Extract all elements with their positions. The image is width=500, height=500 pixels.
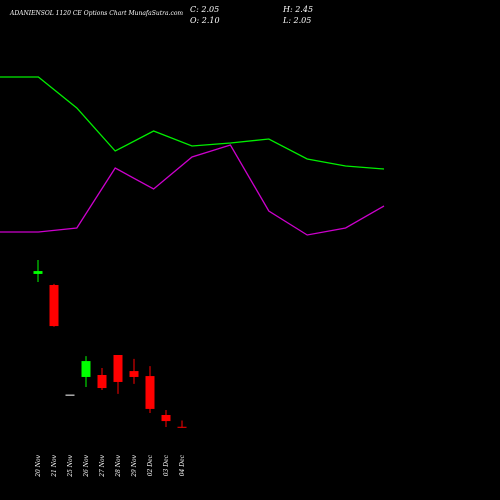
- x-tick-label: 21 Nov: [51, 454, 58, 477]
- candle-body: [49, 285, 59, 327]
- candle-body: [113, 355, 123, 382]
- x-tick-label: 28 Nov: [115, 454, 122, 477]
- x-tick-label: 04 Dec: [179, 454, 186, 476]
- x-tick-label: 02 Dec: [147, 454, 154, 476]
- candle-body: [65, 394, 75, 396]
- candle-body: [145, 376, 155, 409]
- candle-body: [129, 371, 139, 377]
- candle-body: [33, 271, 43, 274]
- chart-title: ADANIENSOL 1120 CE Options Chart MunafaS…: [9, 10, 183, 17]
- low-label: L: 2.05: [282, 16, 311, 25]
- x-tick-label: 27 Nov: [99, 454, 106, 477]
- line-series: [0, 144, 385, 236]
- candle-body: [81, 361, 91, 377]
- x-tick-label: 20 Nov: [35, 454, 42, 477]
- open-label: O: 2.10: [190, 16, 220, 25]
- line-series: [0, 76, 385, 170]
- x-tick-label: 26 Nov: [83, 454, 90, 477]
- x-tick-label: 29 Nov: [131, 454, 138, 477]
- x-tick-label: 25 Nov: [67, 454, 74, 477]
- close-label: C: 2.05: [190, 5, 219, 14]
- candle-body: [177, 426, 187, 428]
- candle-body: [161, 415, 171, 422]
- high-label: H: 2.45: [282, 5, 313, 14]
- candle-body: [97, 375, 107, 389]
- x-tick-label: 03 Dec: [163, 454, 170, 476]
